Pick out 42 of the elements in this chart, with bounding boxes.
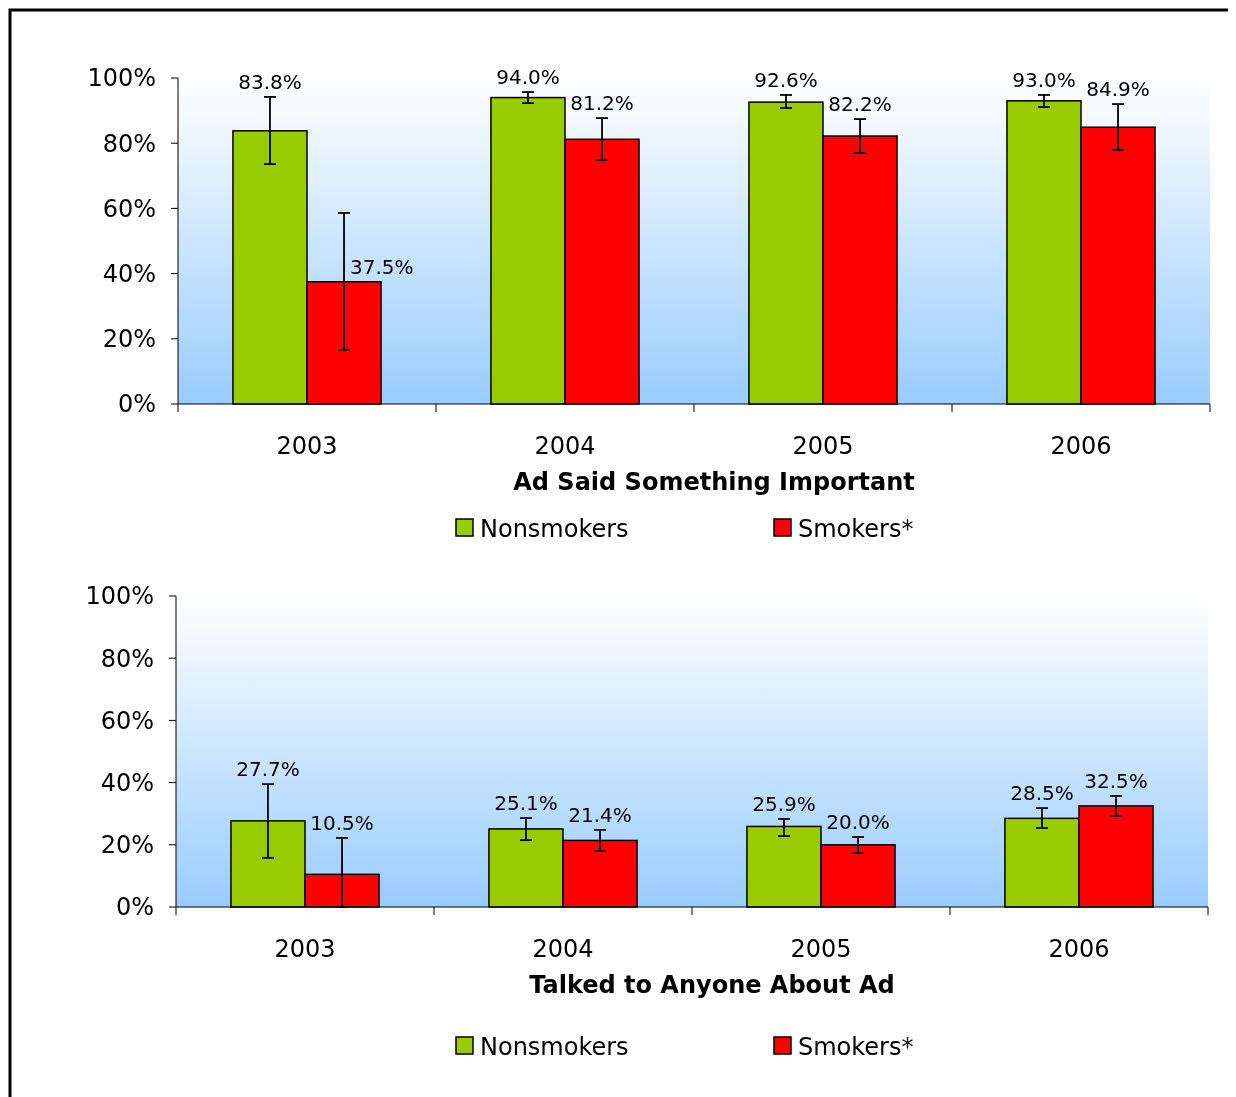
data-label: 93.0% (1012, 67, 1076, 92)
data-label: 82.2% (828, 92, 892, 117)
data-label: 81.2% (570, 91, 634, 116)
x-tick-label: 2006 (1050, 432, 1112, 460)
data-label: 92.6% (754, 67, 818, 92)
data-label: 28.5% (1010, 781, 1074, 806)
legend-label: Smokers* (798, 515, 914, 544)
x-tick-label: 2004 (532, 935, 594, 963)
y-tick-label: 0% (117, 390, 156, 419)
legend-label: Nonsmokers (480, 1033, 629, 1062)
y-tick-label: 80% (100, 644, 154, 673)
text: Ad Said Something Important (513, 468, 915, 496)
y-tick-label: 60% (102, 194, 156, 223)
x-tick-label: 2003 (274, 935, 336, 963)
x-tick-label: 2006 (1048, 935, 1110, 963)
data-label: 84.9% (1086, 77, 1150, 102)
data-label: 83.8% (238, 69, 302, 94)
x-tick-label: 2004 (534, 432, 596, 460)
y-tick-label: 60% (100, 706, 154, 735)
data-label: 94.0% (496, 65, 560, 90)
y-tick-label: 40% (100, 769, 154, 797)
y-tick-label: 100% (87, 64, 156, 93)
text: Talked to Anyone About Ad (529, 971, 895, 999)
y-tick-label: 100% (85, 582, 154, 611)
legend-label: Smokers* (798, 1033, 914, 1062)
data-label: 37.5% (350, 254, 414, 279)
data-label: 21.4% (568, 802, 632, 827)
data-label: 20.0% (826, 810, 890, 835)
y-tick-label: 20% (102, 325, 156, 354)
data-label: 25.1% (494, 791, 558, 816)
y-tick-label: 20% (100, 831, 154, 860)
y-tick-label: 40% (102, 260, 156, 288)
y-tick-label: 80% (102, 129, 156, 158)
data-label: 32.5% (1084, 768, 1148, 793)
x-tick-label: 2005 (792, 432, 854, 460)
x-tick-label: 2003 (276, 432, 338, 460)
legend-label: Nonsmokers (480, 515, 629, 544)
data-label: 25.9% (752, 791, 816, 816)
x-tick-label: 2005 (790, 935, 852, 963)
data-label: 27.7% (236, 757, 300, 782)
data-label: 10.5% (310, 810, 374, 835)
y-tick-label: 0% (115, 893, 154, 922)
